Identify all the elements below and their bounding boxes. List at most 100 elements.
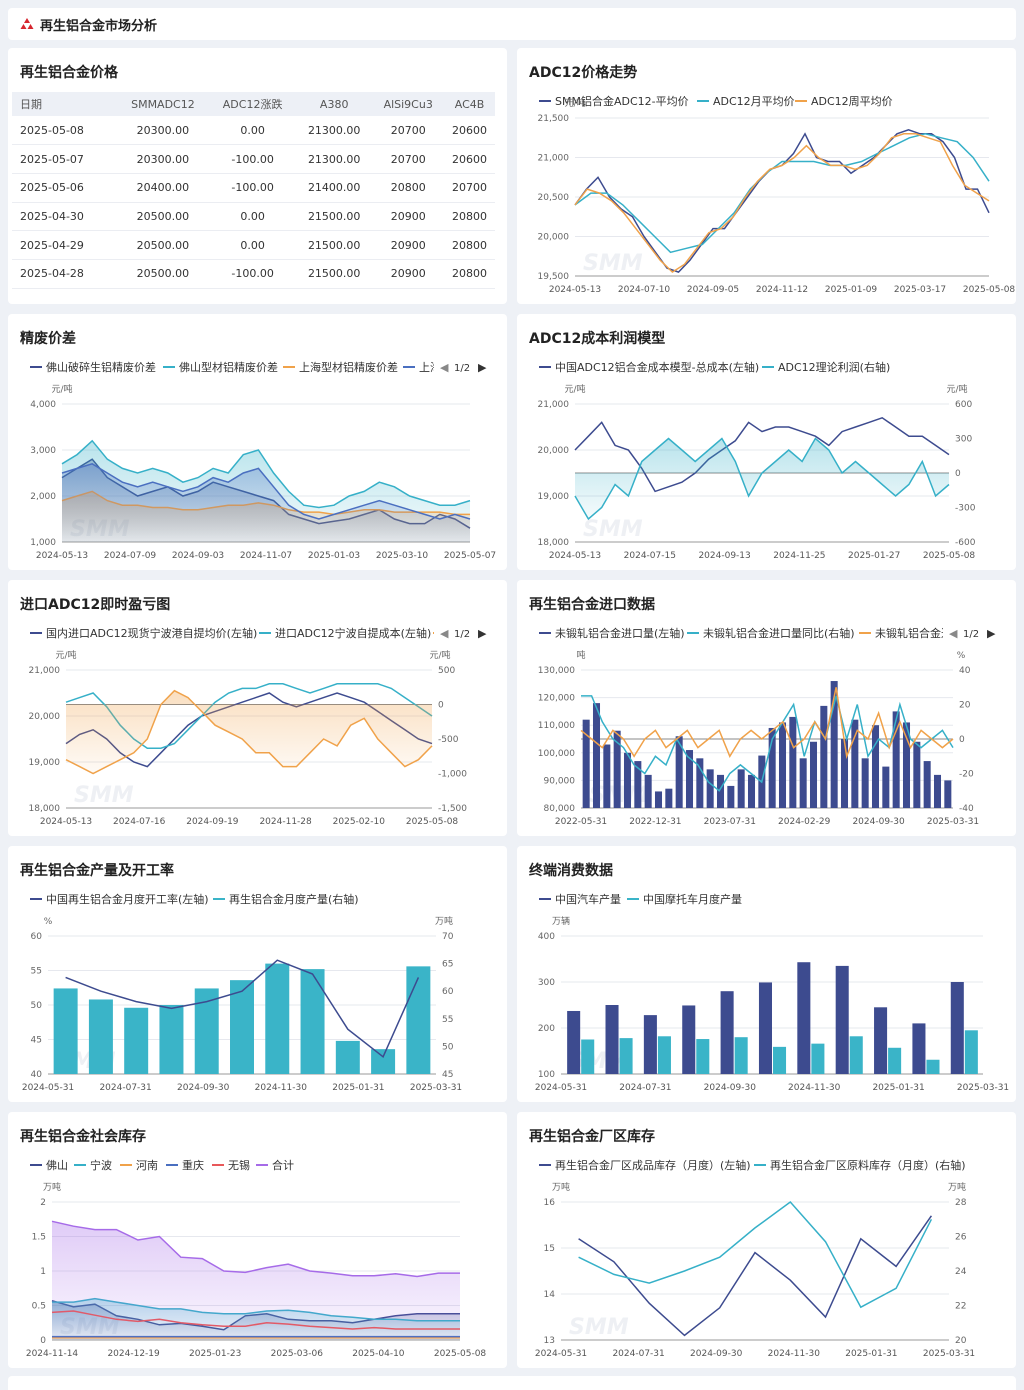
- legend-item[interactable]: 国内进口ADC12现货宁波港自提均价(左轴): [30, 626, 257, 640]
- legend-next-icon[interactable]: ▶: [987, 627, 996, 640]
- legend-item[interactable]: 中国再生铝合金月度开工率(左轴): [30, 892, 209, 906]
- bar[interactable]: [619, 1038, 633, 1074]
- legend-item[interactable]: 无锡: [212, 1158, 250, 1172]
- bar[interactable]: [623, 752, 632, 808]
- bar[interactable]: [696, 1039, 710, 1074]
- bar[interactable]: [613, 730, 621, 808]
- series-line[interactable]: [61, 439, 471, 509]
- bar[interactable]: [88, 999, 113, 1074]
- bar[interactable]: [644, 774, 652, 808]
- series-line[interactable]: [574, 416, 950, 493]
- legend-item[interactable]: 中国汽车产量: [539, 892, 621, 906]
- legend-item[interactable]: ADC12周平均价: [795, 95, 893, 108]
- bar[interactable]: [603, 744, 611, 808]
- bar[interactable]: [406, 966, 431, 1074]
- bar[interactable]: [734, 1037, 748, 1074]
- bar[interactable]: [933, 774, 942, 808]
- legend-item[interactable]: 河南: [120, 1159, 158, 1172]
- bar[interactable]: [634, 761, 642, 808]
- bar[interactable]: [665, 788, 673, 808]
- bar[interactable]: [747, 774, 756, 808]
- bar[interactable]: [567, 1010, 581, 1074]
- legend-item[interactable]: ADC12月平均价: [697, 95, 795, 108]
- bar[interactable]: [840, 739, 849, 808]
- bar[interactable]: [300, 969, 325, 1074]
- legend-next-icon[interactable]: ▶: [478, 361, 487, 374]
- legend-item[interactable]: 上海型材铝精废价差: [283, 360, 398, 374]
- bar[interactable]: [124, 1007, 149, 1074]
- bar[interactable]: [194, 988, 219, 1074]
- bar[interactable]: [964, 1030, 978, 1074]
- bar[interactable]: [581, 1039, 595, 1075]
- bar[interactable]: [913, 741, 921, 808]
- bar[interactable]: [797, 962, 811, 1074]
- series-line[interactable]: [61, 462, 471, 520]
- series-line[interactable]: [51, 1220, 460, 1278]
- legend-item[interactable]: 佛山: [30, 1159, 68, 1172]
- bar[interactable]: [696, 758, 704, 808]
- bar[interactable]: [773, 1046, 787, 1074]
- bar[interactable]: [371, 1049, 396, 1074]
- legend-item[interactable]: 重庆: [166, 1158, 204, 1172]
- bar[interactable]: [902, 722, 911, 808]
- legend-item[interactable]: 宁波: [74, 1158, 112, 1172]
- bar[interactable]: [809, 741, 818, 808]
- bar[interactable]: [720, 991, 734, 1074]
- bar[interactable]: [923, 761, 931, 808]
- bar[interactable]: [737, 769, 745, 808]
- legend-item[interactable]: 未锻轧铝合金进口量(左轴): [539, 626, 685, 640]
- bar[interactable]: [654, 791, 663, 808]
- bar[interactable]: [159, 1005, 184, 1074]
- bar[interactable]: [675, 736, 683, 808]
- bar[interactable]: [605, 1005, 619, 1074]
- bar[interactable]: [335, 1040, 360, 1074]
- legend-prev-icon[interactable]: ◀: [440, 361, 449, 374]
- bar[interactable]: [944, 780, 952, 808]
- legend-item[interactable]: ADC12理论利润(右轴): [762, 360, 890, 374]
- bar[interactable]: [926, 1059, 940, 1074]
- legend-item[interactable]: 进口ADC12宁波自提成本(左轴): [259, 626, 431, 640]
- legend-item[interactable]: 再生铝合金月度产量(右轴): [213, 892, 359, 906]
- bar[interactable]: [861, 758, 869, 808]
- legend-prev-icon[interactable]: ◀: [949, 627, 958, 640]
- bar[interactable]: [265, 963, 290, 1074]
- bar[interactable]: [778, 722, 787, 808]
- bar[interactable]: [716, 774, 725, 808]
- legend-prev-icon[interactable]: ◀: [440, 627, 449, 640]
- bar[interactable]: [892, 711, 900, 808]
- bar[interactable]: [882, 766, 890, 808]
- legend-next-icon[interactable]: ▶: [478, 627, 487, 640]
- series-line[interactable]: [65, 959, 420, 1058]
- legend-item[interactable]: 再生铝合金厂区成品库存（月度）(左轴): [539, 1158, 751, 1172]
- legend-item[interactable]: 合计: [256, 1158, 294, 1172]
- bar[interactable]: [789, 716, 797, 808]
- bar[interactable]: [727, 785, 735, 808]
- legend-item[interactable]: 未锻轧铝合金进: [859, 626, 952, 640]
- bar[interactable]: [706, 769, 714, 808]
- series-line[interactable]: [574, 133, 990, 274]
- bar[interactable]: [912, 1023, 926, 1074]
- bar[interactable]: [830, 681, 838, 808]
- bar[interactable]: [851, 719, 859, 808]
- series-line[interactable]: [580, 687, 954, 760]
- bar[interactable]: [811, 1043, 825, 1074]
- bar[interactable]: [230, 980, 254, 1074]
- legend-item[interactable]: 中国摩托车月度产量: [627, 892, 742, 906]
- series-line[interactable]: [578, 1200, 933, 1309]
- bar[interactable]: [888, 1047, 902, 1074]
- bar[interactable]: [758, 982, 772, 1074]
- bar[interactable]: [53, 988, 78, 1074]
- bar[interactable]: [835, 965, 849, 1074]
- series-line[interactable]: [578, 1215, 933, 1337]
- bar[interactable]: [849, 1036, 863, 1074]
- bar[interactable]: [950, 982, 964, 1074]
- bar[interactable]: [799, 758, 807, 808]
- legend-item[interactable]: SMM铝合金ADC12-平均价: [539, 94, 689, 108]
- bar[interactable]: [657, 1036, 671, 1074]
- bar[interactable]: [685, 750, 694, 808]
- series-line[interactable]: [65, 689, 433, 775]
- bar[interactable]: [768, 727, 776, 808]
- bar[interactable]: [820, 705, 828, 808]
- series-line[interactable]: [581, 695, 954, 792]
- legend-item[interactable]: 佛山破碎生铝精废价差: [30, 360, 156, 374]
